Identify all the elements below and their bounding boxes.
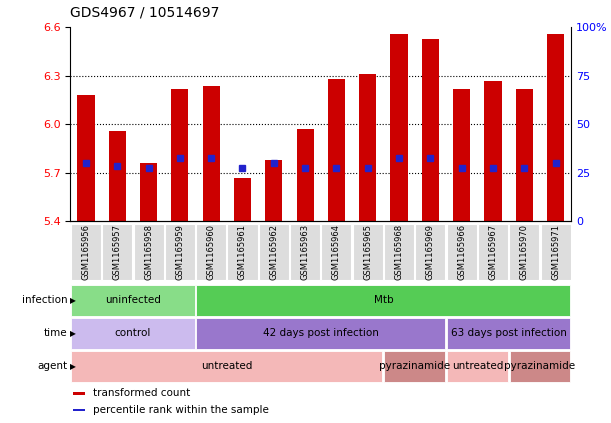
Text: Mtb: Mtb [373, 295, 393, 305]
Bar [203, 85, 220, 221]
Text: GSM1165961: GSM1165961 [238, 224, 247, 280]
Text: uninfected: uninfected [105, 295, 161, 305]
Text: GSM1165958: GSM1165958 [144, 224, 153, 280]
Bar [197, 318, 445, 349]
Text: GSM1165966: GSM1165966 [457, 224, 466, 280]
Text: transformed count: transformed count [93, 388, 190, 398]
Bar [359, 74, 376, 221]
Bar [290, 224, 320, 280]
Text: GSM1165968: GSM1165968 [395, 224, 403, 280]
Text: GSM1165967: GSM1165967 [489, 224, 497, 280]
Bar [73, 409, 86, 411]
Bar [197, 285, 570, 316]
Bar [296, 129, 313, 221]
Bar [510, 224, 540, 280]
Bar [390, 34, 408, 221]
Bar [321, 224, 351, 280]
Text: GSM1165957: GSM1165957 [113, 224, 122, 280]
Bar [265, 160, 282, 221]
Bar [384, 224, 414, 280]
Bar [516, 89, 533, 221]
Text: percentile rank within the sample: percentile rank within the sample [93, 405, 268, 415]
Bar [227, 224, 257, 280]
Text: GSM1165964: GSM1165964 [332, 224, 341, 280]
Text: 42 days post infection: 42 days post infection [263, 328, 379, 338]
Bar [541, 224, 571, 280]
Text: pyrazinamide: pyrazinamide [505, 361, 576, 371]
Bar [353, 224, 382, 280]
Bar [109, 131, 126, 221]
Text: pyrazinamide: pyrazinamide [379, 361, 450, 371]
Bar [547, 34, 564, 221]
Bar [71, 351, 382, 382]
Text: time: time [43, 328, 67, 338]
Bar [478, 224, 508, 280]
Text: GSM1165956: GSM1165956 [81, 224, 90, 280]
Bar [234, 178, 251, 221]
Text: GDS4967 / 10514697: GDS4967 / 10514697 [70, 6, 219, 20]
Text: GSM1165963: GSM1165963 [301, 224, 310, 280]
Text: ▶: ▶ [70, 296, 76, 305]
Text: GSM1165962: GSM1165962 [269, 224, 278, 280]
Text: GSM1165969: GSM1165969 [426, 224, 435, 280]
Bar [510, 351, 570, 382]
Text: GSM1165970: GSM1165970 [520, 224, 529, 280]
Text: ▶: ▶ [70, 362, 76, 371]
Text: ▶: ▶ [70, 329, 76, 338]
Bar [415, 224, 445, 280]
Bar [71, 285, 194, 316]
Text: untreated: untreated [201, 361, 252, 371]
Bar [384, 351, 445, 382]
Bar [165, 224, 195, 280]
Text: untreated: untreated [452, 361, 503, 371]
Text: 63 days post infection: 63 days post infection [451, 328, 566, 338]
Bar [71, 318, 194, 349]
Bar [196, 224, 226, 280]
Text: GSM1165959: GSM1165959 [175, 224, 185, 280]
Text: agent: agent [37, 361, 67, 371]
Bar [422, 39, 439, 221]
Text: infection: infection [21, 295, 67, 305]
Bar [447, 351, 508, 382]
Bar [134, 224, 164, 280]
Text: GSM1165960: GSM1165960 [207, 224, 216, 280]
Bar [73, 393, 86, 395]
Bar [447, 224, 477, 280]
Text: GSM1165965: GSM1165965 [364, 224, 372, 280]
Bar [259, 224, 289, 280]
Bar [71, 224, 101, 280]
Bar [140, 163, 157, 221]
Bar [485, 81, 502, 221]
Text: GSM1165971: GSM1165971 [551, 224, 560, 280]
Text: control: control [115, 328, 151, 338]
Bar [447, 318, 570, 349]
Bar [328, 79, 345, 221]
Bar [102, 224, 132, 280]
Bar [171, 89, 188, 221]
Bar [78, 95, 95, 221]
Bar [453, 89, 470, 221]
